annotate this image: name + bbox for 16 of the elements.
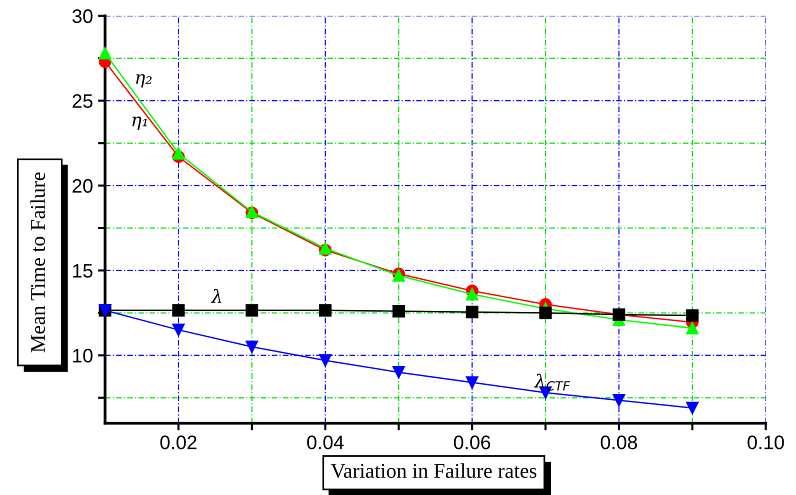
- series-label: λ$_{CTF}$: [534, 374, 570, 391]
- series-label: η₁: [132, 116, 147, 130]
- x-tick-label: 0.02: [160, 436, 196, 450]
- x-tick-label: 0.06: [454, 436, 490, 450]
- x-tick-label: 0.10: [748, 436, 784, 450]
- y-tick-label: 15: [73, 264, 92, 278]
- x-tick-label: 0.08: [600, 436, 638, 450]
- y-tick-label: 30: [72, 9, 93, 24]
- y-tick-label: 10: [73, 348, 93, 363]
- series-label: η₂: [136, 74, 152, 88]
- x-axis-title: Variation in Failure rates: [330, 463, 536, 478]
- y-tick-label: 20: [72, 179, 93, 193]
- series-label: λ: [210, 288, 222, 303]
- y-tick-label: 25: [72, 94, 92, 108]
- x-tick-label: 0.04: [307, 436, 344, 450]
- y-axis-title: Mean Time to Failure: [30, 172, 46, 352]
